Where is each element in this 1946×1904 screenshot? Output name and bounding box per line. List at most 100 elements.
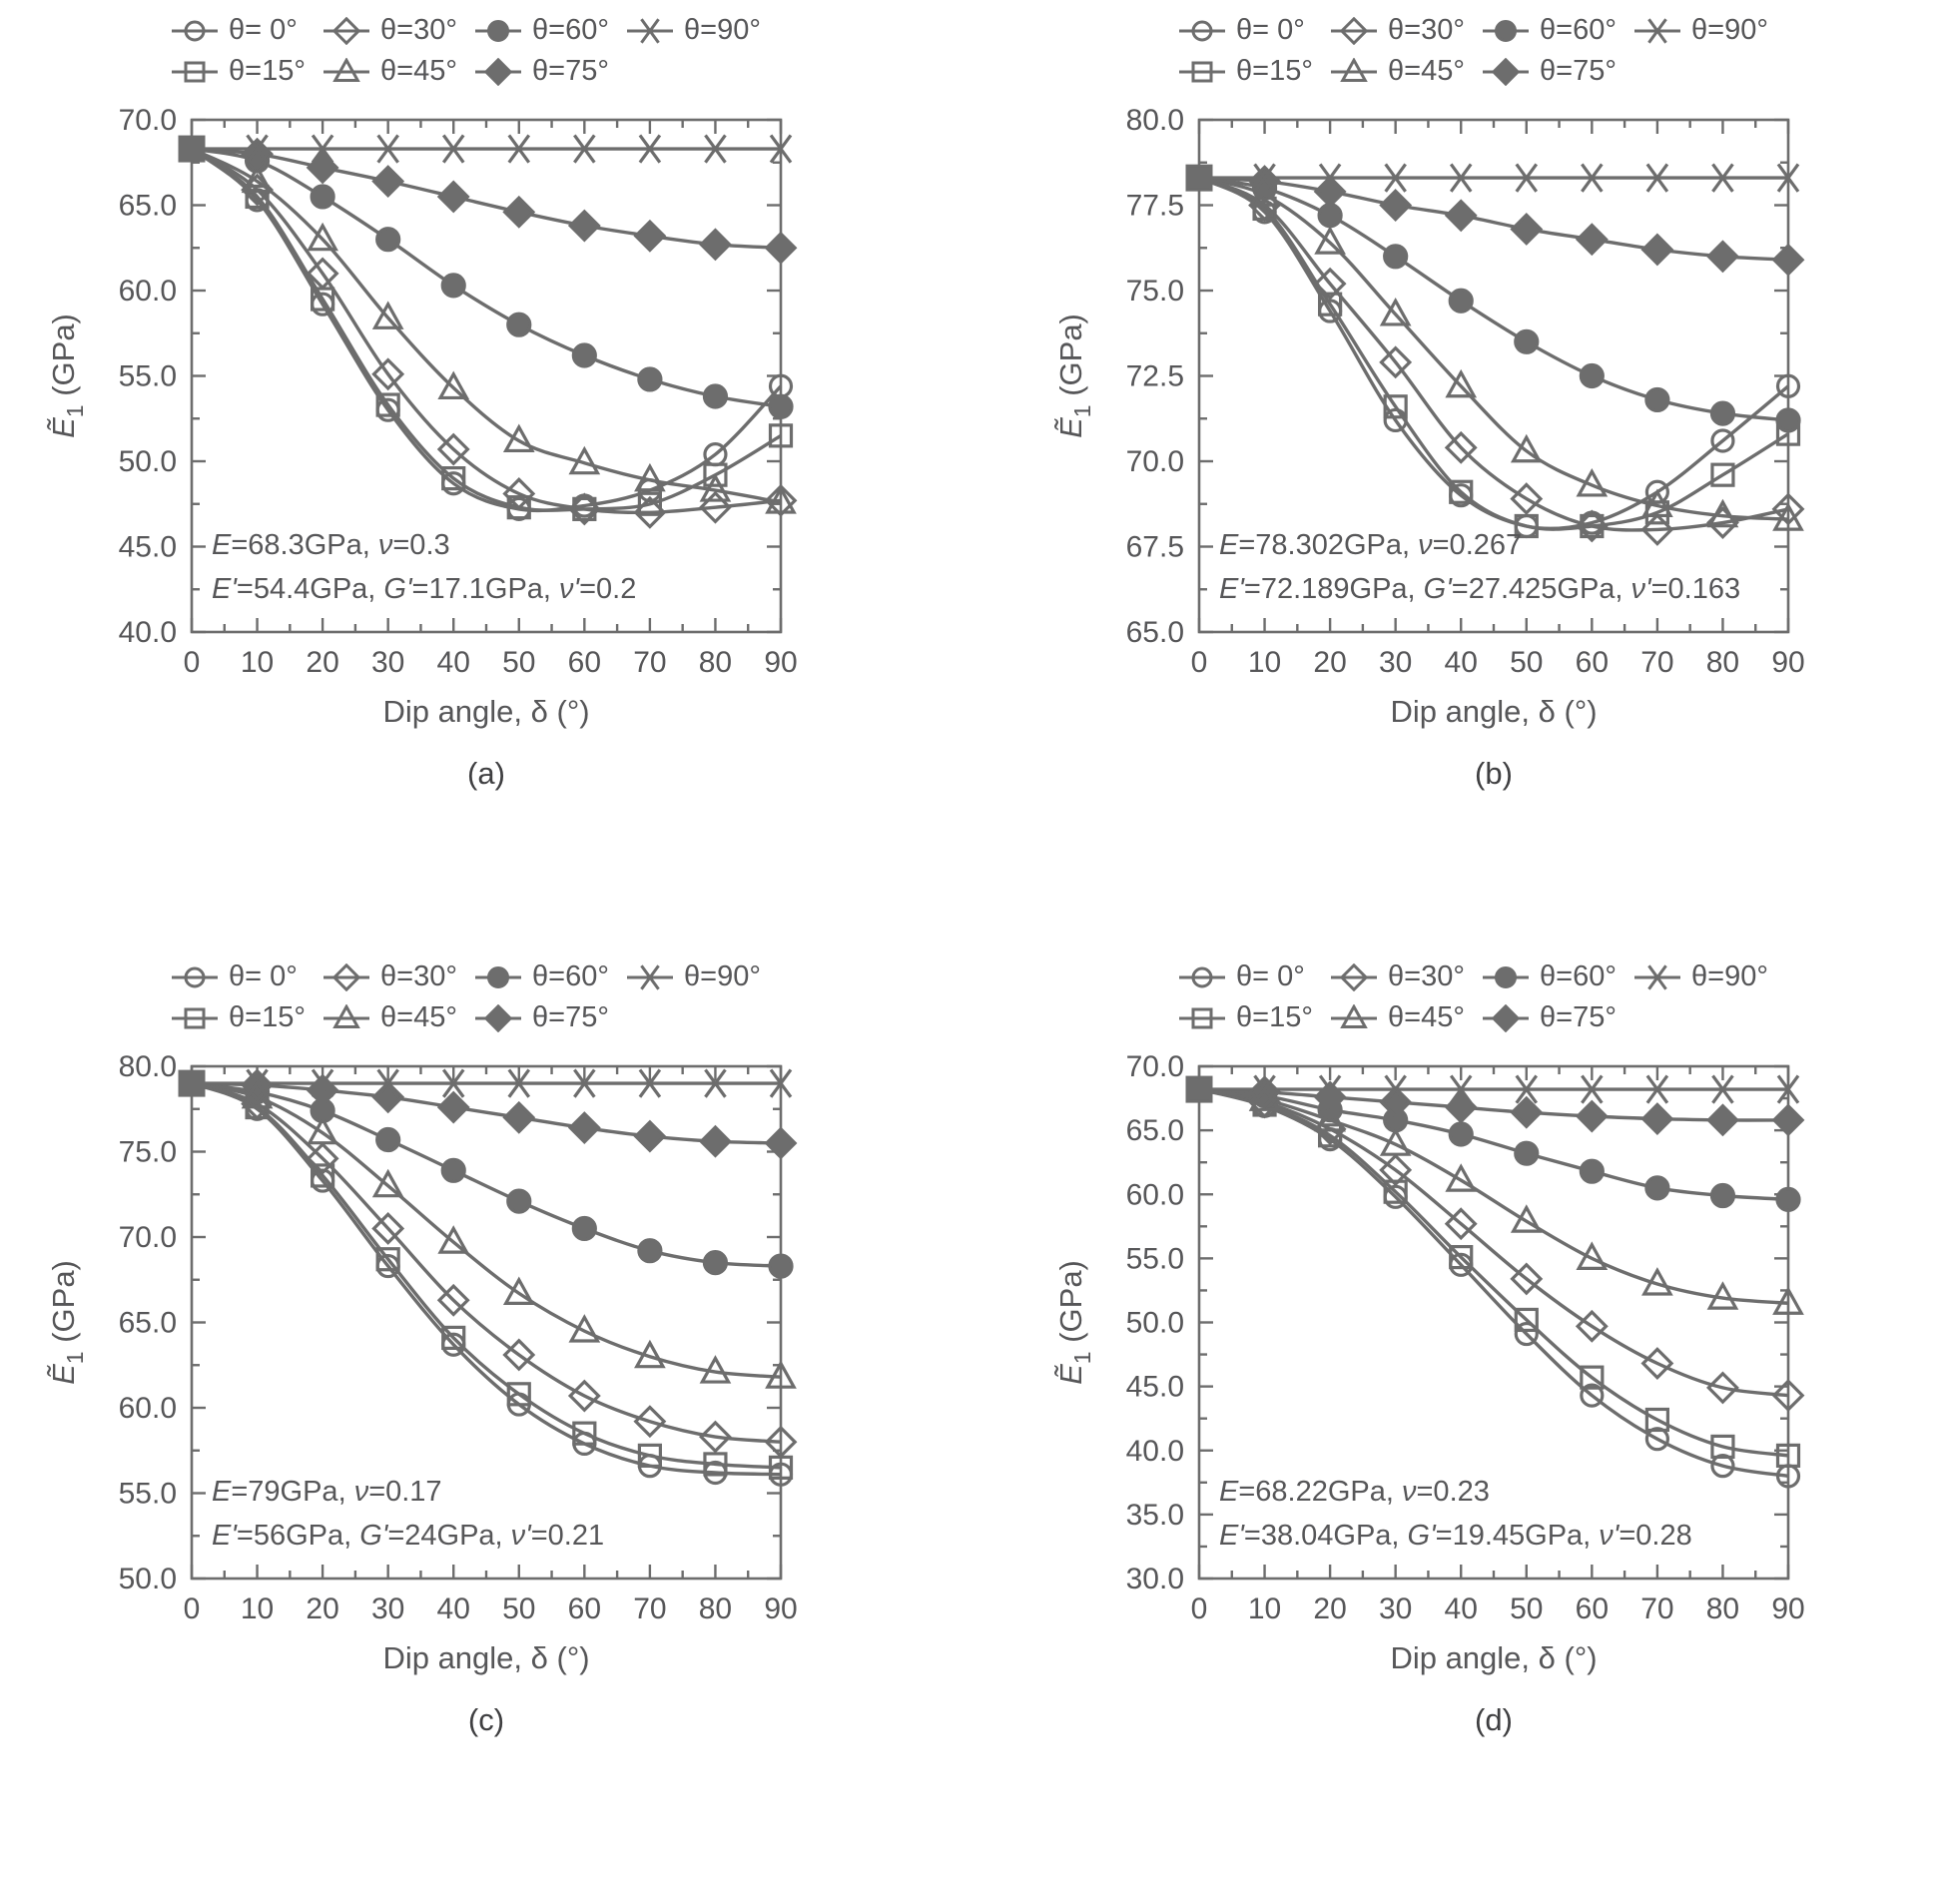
legend-label: θ=75° (1540, 1001, 1617, 1033)
panel-c: θ= 0° θ=30° θ=60° θ=90° θ=15° θ=45° θ=75° 0 10 20… (0, 956, 973, 1904)
x-tick-label: 70 (633, 646, 666, 679)
legend-item-theta-90: θ=90° (625, 960, 777, 993)
panel-caption: (a) (22, 756, 951, 792)
legend-label: θ=75° (1540, 55, 1617, 87)
x-tick-label: 70 (1640, 646, 1673, 679)
x-tick-label: 60 (1576, 1592, 1609, 1625)
x-tick-label: 40 (437, 646, 470, 679)
square-open-icon (1179, 1007, 1225, 1028)
y-tick-label: 50.0 (119, 1563, 177, 1595)
circle-filled-icon (1483, 19, 1529, 42)
x-tick-label: 10 (1248, 1592, 1281, 1625)
x-tick-label: 50 (1510, 646, 1543, 679)
legend-label: θ=90° (1691, 960, 1768, 992)
asterisk-icon (627, 17, 673, 44)
legend-item-theta-30: θ=30° (322, 960, 473, 993)
legend-item-theta-75: θ=75° (1481, 1001, 1632, 1034)
legend-label: θ= 0° (229, 14, 298, 46)
x-tick-label: 0 (1191, 646, 1208, 679)
legend-label: θ=15° (1236, 55, 1313, 87)
legend-item-theta-0: θ= 0° (1177, 960, 1329, 993)
diamond-filled-icon (475, 57, 521, 86)
legend-item-theta-90: θ=90° (1632, 960, 1784, 993)
y-tick-label: 60.0 (1126, 1178, 1184, 1211)
circle-open-icon (172, 966, 218, 987)
origin-marker (1185, 1075, 1213, 1103)
x-tick-label: 50 (502, 1592, 535, 1625)
curve-theta-75 (191, 147, 782, 250)
legend-item-theta-15: θ=15° (170, 55, 322, 88)
legend-label: θ=45° (1388, 1001, 1465, 1033)
y-tick-label: 40.0 (119, 616, 177, 649)
annotation-line-1: E=79GPa, ν=0.17 (212, 1476, 442, 1508)
y-tick-label: 55.0 (119, 1478, 177, 1511)
annotation-line-2: E'=72.189GPa, G'=27.425GPa, ν'=0.163 (1219, 573, 1740, 605)
y-tick-label: 50.0 (119, 445, 177, 478)
asterisk-icon (1634, 17, 1680, 44)
curve-theta-45 (191, 1081, 782, 1379)
x-tick-label: 0 (184, 1592, 201, 1625)
curve-theta-45 (191, 147, 782, 504)
origin-marker (1185, 164, 1213, 192)
diamond-filled-icon (475, 1003, 521, 1032)
x-tick-label: 10 (241, 646, 274, 679)
legend-label: θ= 0° (1236, 960, 1305, 992)
triangle-open-icon (324, 57, 369, 82)
markers-theta-45 (241, 164, 797, 514)
y-tick-label: 30.0 (1126, 1563, 1184, 1595)
curve-theta-60 (191, 147, 782, 408)
panel-b: θ= 0° θ=30° θ=60° θ=90° θ=15° θ=45° θ=75° 0 10 20… (973, 10, 1946, 956)
curve-theta-0 (1198, 176, 1790, 531)
y-tick-label: 70.0 (1126, 1050, 1184, 1083)
curve-theta-75 (1198, 1087, 1789, 1122)
x-tick-label: 70 (1640, 1592, 1673, 1625)
legend-label: θ=75° (532, 1001, 609, 1033)
annotation-line-1: E=68.3GPa, ν=0.3 (212, 529, 450, 561)
legend-item-theta-30: θ=30° (1329, 960, 1481, 993)
diamond-filled-icon (1483, 57, 1529, 86)
annotation-line-2: E'=56GPa, G'=24GPa, ν'=0.21 (212, 1520, 604, 1552)
legend-label: θ= 0° (229, 960, 298, 992)
markers-theta-15 (245, 1094, 794, 1480)
legend-item-theta-0: θ= 0° (1177, 14, 1329, 47)
legend-item-theta-15: θ=15° (1177, 1001, 1329, 1034)
x-tick-label: 90 (764, 646, 797, 679)
y-tick-label: 70.0 (119, 104, 177, 137)
legend-label: θ=60° (532, 14, 609, 46)
caption-label: (a) (467, 756, 505, 791)
panel-caption: (b) (1029, 756, 1946, 792)
markers-theta-45 (1248, 1082, 1804, 1315)
x-tick-label: 0 (184, 646, 201, 679)
y-tick-label: 65.0 (1126, 616, 1184, 649)
x-tick-label: 90 (764, 1592, 797, 1625)
y-tick-label: 77.5 (1126, 190, 1184, 223)
x-tick-label: 30 (1379, 646, 1412, 679)
x-tick-label: 40 (437, 1592, 470, 1625)
panel-caption: (c) (22, 1702, 951, 1738)
legend-label: θ=30° (380, 14, 457, 46)
legend: θ= 0° θ=30° θ=60° θ=90° θ=15° θ=45° θ=75° (170, 14, 973, 88)
legend: θ= 0° θ=30° θ=60° θ=90° θ=15° θ=45° θ=75° (1177, 14, 1946, 88)
y-tick-label: 65.0 (119, 190, 177, 223)
y-tick-label: 80.0 (1126, 104, 1184, 137)
legend-item-theta-45: θ=45° (322, 1001, 473, 1034)
triangle-open-icon (1331, 1003, 1377, 1028)
legend-label: θ=30° (380, 960, 457, 992)
x-axis-title: Dip angle, δ (°) (1390, 1640, 1597, 1675)
legend-item-theta-45: θ=45° (1329, 55, 1481, 88)
markers-theta-60 (1251, 175, 1801, 433)
y-tick-label: 60.0 (119, 275, 177, 308)
y-tick-label: 45.0 (1126, 1371, 1184, 1404)
caption-label: (d) (1475, 1702, 1513, 1737)
x-axis-title: Dip angle, δ (°) (1390, 694, 1597, 729)
circle-filled-icon (475, 965, 521, 988)
x-tick-label: 30 (371, 1592, 404, 1625)
x-tick-label: 20 (1313, 1592, 1346, 1625)
annotation-line-1: E=78.302GPa, ν=0.267 (1219, 529, 1522, 561)
x-tick-label: 80 (699, 646, 732, 679)
legend-item-theta-45: θ=45° (322, 55, 473, 88)
y-tick-label: 75.0 (119, 1136, 177, 1169)
legend-item-theta-60: θ=60° (1481, 14, 1632, 47)
square-open-icon (172, 1007, 218, 1028)
